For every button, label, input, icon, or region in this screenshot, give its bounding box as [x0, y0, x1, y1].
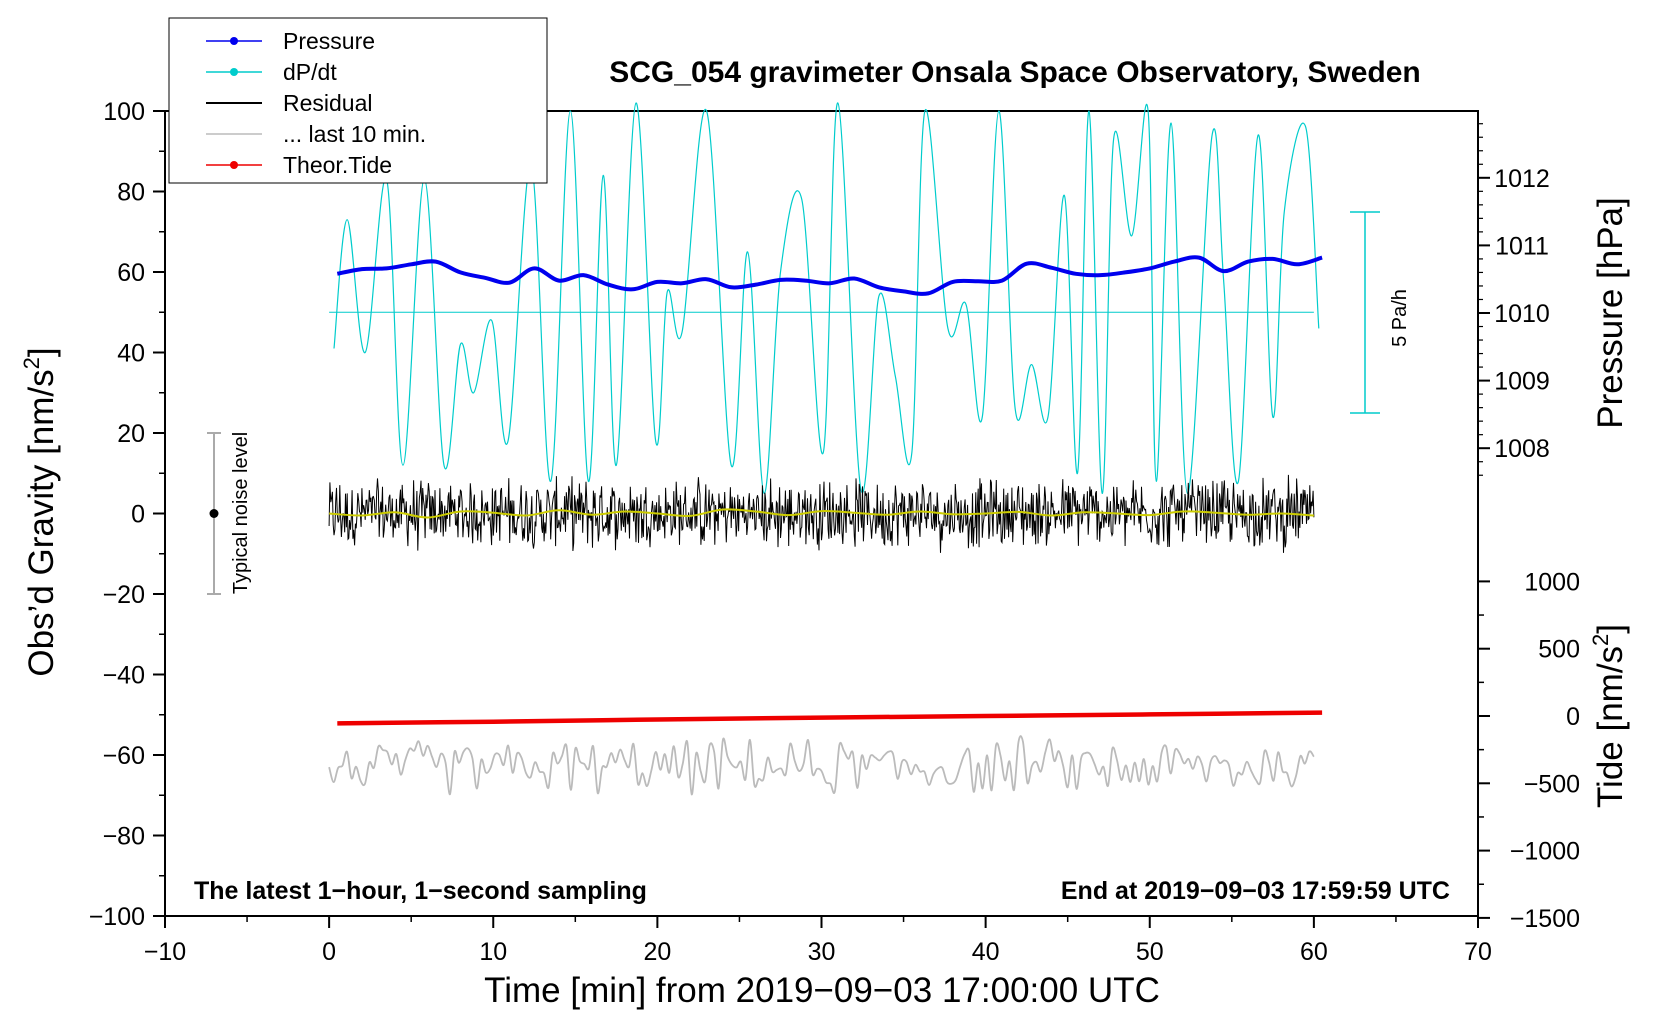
y-tick-label: 0 — [131, 501, 145, 529]
x-tick-label: 50 — [1136, 938, 1164, 966]
footer-left: The latest 1−hour, 1−second sampling — [194, 877, 647, 905]
legend-label: Residual — [283, 90, 373, 116]
y-tick-label: 60 — [117, 259, 145, 287]
tide-tick-label: 1000 — [1524, 568, 1580, 596]
x-axis: −10 0 10 20 30 40 50 60 70 — [144, 916, 1492, 966]
y-tick-label: −40 — [103, 662, 145, 690]
pressure-tick-label: 1011 — [1495, 232, 1549, 260]
legend-label: Theor.Tide — [283, 152, 392, 178]
x-axis-title: Time [min] from 2019−09−03 17:00:00 UTC — [484, 971, 1160, 1010]
tide-tick-label: 500 — [1538, 636, 1580, 664]
legend-label: ... last 10 min. — [283, 121, 426, 147]
x-tick-label: 70 — [1464, 938, 1492, 966]
pressure-tick-label: 1009 — [1494, 368, 1550, 396]
y-tick-label: 20 — [117, 420, 145, 448]
dpdt-scale-label: 5 Pa/h — [1389, 289, 1411, 347]
tide-tick-label: −1000 — [1510, 838, 1580, 866]
pressure-tick-label: 1008 — [1494, 435, 1550, 463]
legend-label: Pressure — [283, 28, 375, 54]
last10-series-line — [328, 735, 1315, 796]
footer-right: End at 2019−09−03 17:59:59 UTC — [1061, 877, 1450, 905]
y-tick-label: −100 — [89, 903, 145, 931]
x-tick-label: 20 — [643, 938, 671, 966]
y-tick-label: 100 — [103, 98, 145, 126]
tide-tick-label: −500 — [1524, 770, 1580, 798]
y-axis-pressure: 1012 1011 1010 1009 1008 — [1478, 123, 1550, 476]
residual-series-line — [328, 474, 1315, 553]
y-axis-tide: 1000 500 0 −500 −1000 −1500 — [1478, 568, 1580, 933]
x-tick-label: 60 — [1300, 938, 1328, 966]
y-tick-label: −80 — [103, 823, 145, 851]
pressure-layer — [336, 255, 1323, 296]
legend-box — [168, 17, 548, 184]
legend-marker — [230, 68, 238, 76]
pressure-tick-label: 1010 — [1494, 300, 1550, 328]
tide-axis-title-main: Tide [nm/s — [1591, 646, 1630, 808]
legend-marker — [230, 37, 238, 45]
tide-series-line — [337, 710, 1323, 726]
noise-level-indicator: Typical noise level — [207, 432, 252, 595]
noise-dot — [209, 509, 219, 518]
x-tick-label: 0 — [322, 938, 336, 966]
x-tick-label: 10 — [479, 938, 507, 966]
pressure-series-line — [336, 255, 1323, 296]
tide-tick-label: 0 — [1566, 703, 1580, 731]
x-tick-label: −10 — [144, 938, 186, 966]
y-tick-label: −60 — [103, 742, 145, 770]
last10-layer — [328, 735, 1315, 796]
tide-tick-label: −1500 — [1510, 905, 1580, 933]
y-tick-label: 40 — [117, 340, 145, 368]
legend-label: dP/dt — [283, 59, 337, 85]
tide-axis-title: Tide [nm/s2] — [1588, 624, 1630, 808]
legend-marker — [230, 161, 238, 169]
y-axis-left: 100 80 60 40 20 0 −20 −40 −60 −80 −100 — [89, 98, 165, 931]
pressure-tick-label: 1012 — [1494, 165, 1550, 193]
x-tick-label: 40 — [972, 938, 1000, 966]
y-axis-left-title-sup: 2 — [19, 357, 44, 369]
y-axis-left-title-main: Obs’d Gravity [nm/s — [22, 369, 61, 676]
y-tick-label: −20 — [103, 581, 145, 609]
tide-layer — [337, 710, 1323, 726]
dpdt-scale-bar: 5 Pa/h — [1350, 211, 1411, 414]
pressure-axis-title: Pressure [hPa] — [1591, 197, 1630, 429]
noise-label: Typical noise level — [230, 432, 252, 594]
tide-axis-title-end: ] — [1591, 624, 1630, 634]
residual-smoothed-line — [329, 508, 1314, 519]
legend: Pressure dP/dt Residual ... last 10 min. The… — [168, 17, 548, 184]
chart-title: SCG_054 gravimeter Onsala Space Observat… — [609, 56, 1421, 89]
y-axis-left-title: Obs’d Gravity [nm/s2] — [19, 347, 61, 676]
residual-layer — [328, 474, 1315, 553]
y-axis-left-title-end: ] — [22, 347, 61, 357]
tide-axis-title-sup: 2 — [1588, 634, 1613, 646]
x-tick-label: 30 — [808, 938, 836, 966]
y-tick-label: 80 — [117, 179, 145, 207]
